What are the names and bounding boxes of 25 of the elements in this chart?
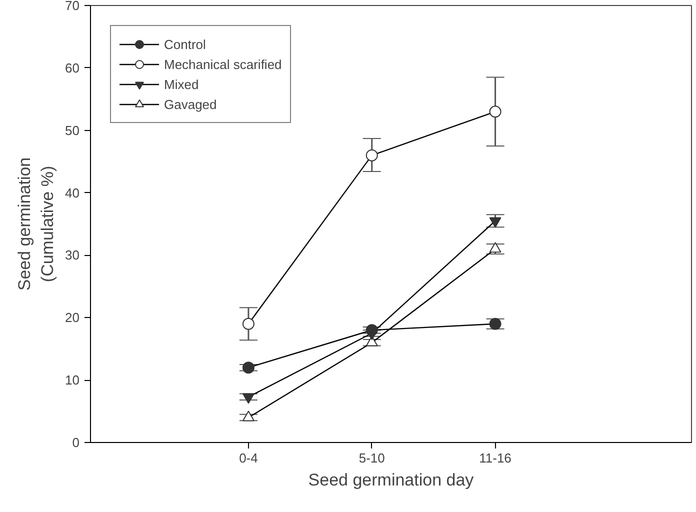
x-tick-label: 11-16 [479, 450, 512, 466]
y-tick-label: 0 [72, 435, 80, 450]
y-tick-label: 60 [65, 60, 80, 76]
legend-label: Control [164, 36, 206, 52]
legend-label: Gavaged [164, 96, 217, 112]
point [489, 242, 502, 253]
point [489, 318, 502, 330]
point [489, 106, 502, 118]
legend-label: Mechanical scarified [164, 56, 282, 72]
y-axis-title: Seed germination (Cumulative %) [15, 157, 58, 291]
point [242, 318, 254, 330]
x-axis-title: Seed germination day [308, 470, 474, 490]
point [242, 362, 254, 374]
point [242, 410, 254, 422]
y-tick-label: 50 [65, 122, 80, 138]
y-tick-label: 20 [65, 310, 80, 326]
legend-label: Mixed [164, 76, 199, 92]
point [366, 324, 378, 336]
y-tick-label: 70 [65, 0, 80, 13]
x-tick-label: 0-4 [239, 450, 258, 466]
x-tick-label: 5-10 [358, 450, 385, 466]
point [366, 149, 378, 162]
y-tick-label: 10 [65, 372, 80, 388]
y-tick-label: 40 [65, 185, 80, 200]
y-tick-label: 30 [65, 248, 80, 263]
